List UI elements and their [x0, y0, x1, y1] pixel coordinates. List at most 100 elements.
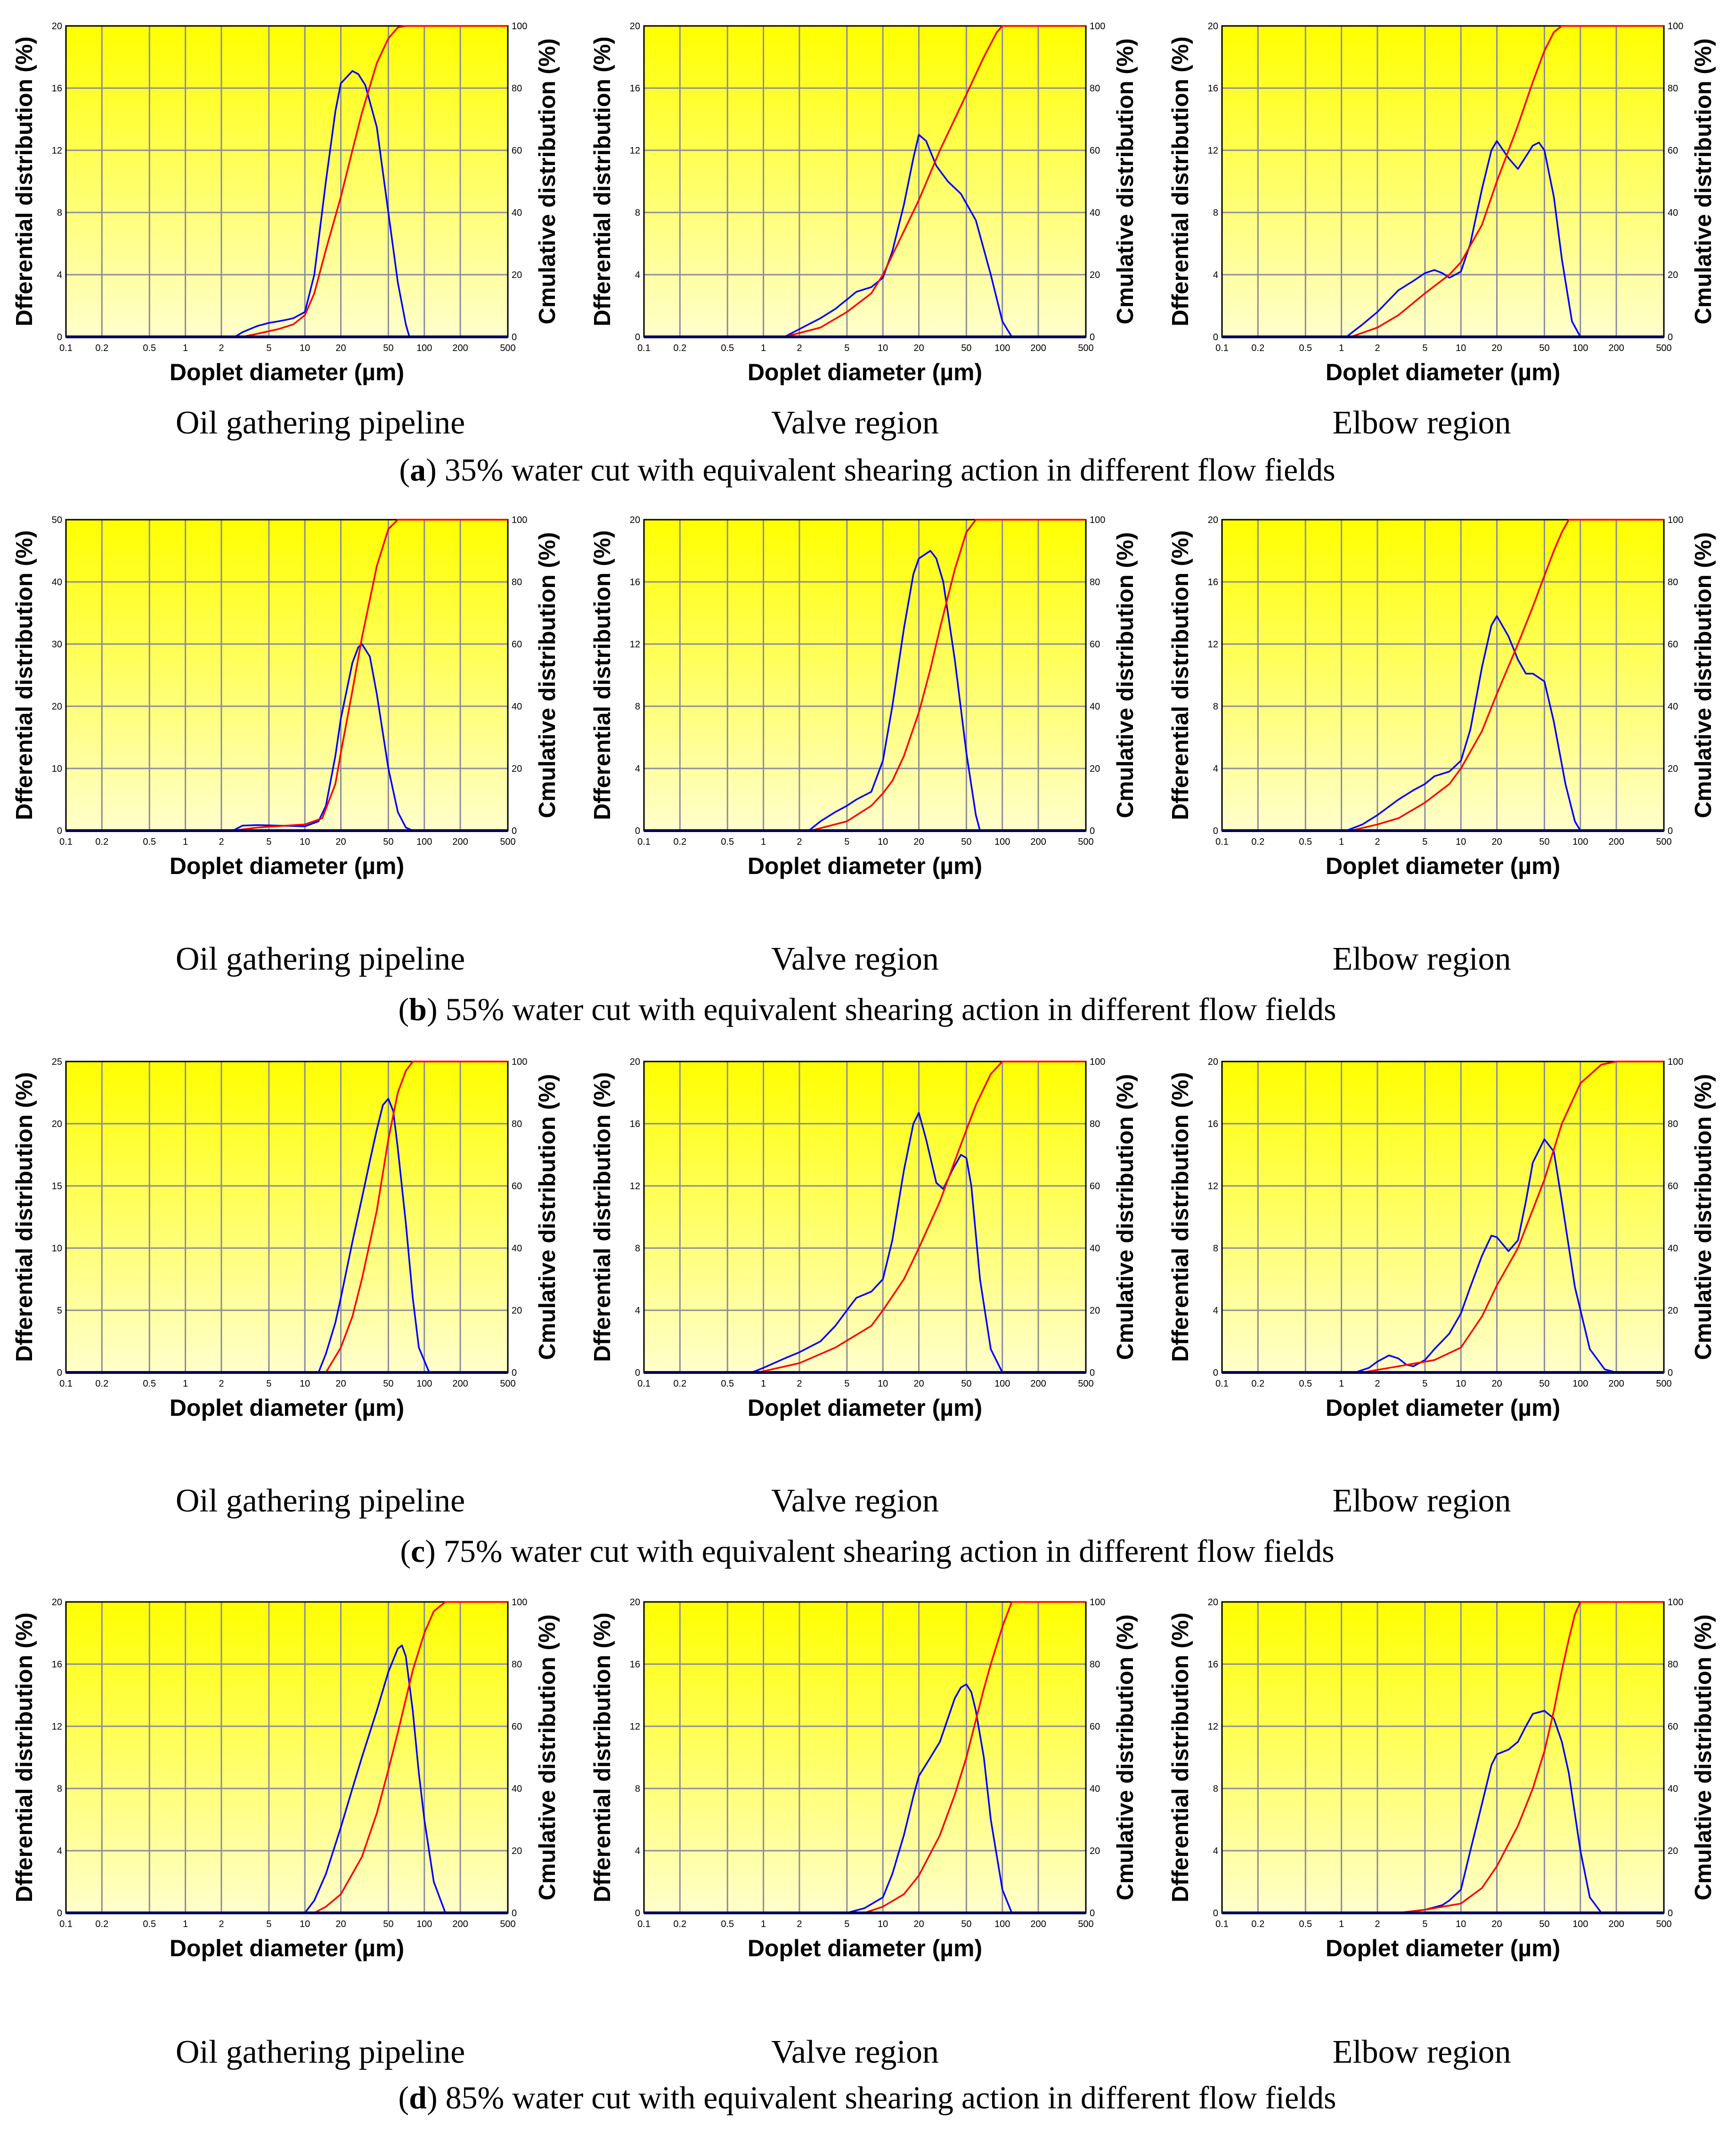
x-tick-label: 1 — [183, 1379, 188, 1389]
y-tick-label: 4 — [1213, 1306, 1218, 1316]
y2-tick-label: 60 — [1090, 1181, 1100, 1192]
y-tick-label: 8 — [1213, 1784, 1218, 1794]
y2-tick-label: 40 — [512, 702, 522, 712]
x-tick-label: 10 — [878, 343, 888, 353]
y2-tick-label: 60 — [1090, 146, 1100, 156]
x-tick-label: 50 — [961, 1919, 971, 1929]
y-axis-title: Dfferential distribution (%) — [12, 1612, 37, 1902]
caption-open-paren: ( — [399, 452, 410, 488]
chart-a-3: 0.1 0.2 0.5 1 2 5 10 20 50 100 200 5000481216200204… — [1168, 21, 1716, 385]
x-tick-label: 1 — [183, 343, 188, 353]
cumulative-distribution-line — [1222, 1061, 1664, 1373]
x-tick-label: 500 — [500, 343, 515, 353]
y2-tick-label: 0 — [512, 1908, 517, 1919]
y-tick-label: 0 — [635, 826, 640, 836]
y-tick-label: 20 — [52, 21, 62, 32]
y-tick-label: 20 — [52, 1597, 62, 1608]
x-tick-label: 50 — [1539, 837, 1549, 847]
y-tick-label: 8 — [635, 208, 640, 218]
x-tick-label: 500 — [1656, 1919, 1671, 1929]
y2-tick-label: 80 — [1090, 1659, 1100, 1670]
y2-tick-label: 40 — [1090, 1243, 1100, 1254]
y-tick-label: 0 — [635, 1908, 640, 1919]
chart-b-3: 0.1 0.2 0.5 1 2 5 10 20 50 100 200 5000481216200204… — [1168, 515, 1716, 879]
y2-tick-label: 100 — [1668, 21, 1683, 32]
caption-text: 75% water cut with equivalent shearing a… — [436, 1533, 1335, 1569]
y2-tick-label: 100 — [512, 515, 527, 525]
x-tick-label: 2 — [219, 343, 224, 353]
y-axis-title: Dfferential distribution (%) — [590, 1612, 615, 1902]
plot-area — [1222, 1602, 1664, 1913]
y2-axis-title: Cmulative distribution (%) — [535, 1614, 560, 1900]
x-tick-label: 500 — [1078, 1379, 1093, 1389]
y-tick-label: 4 — [635, 1306, 640, 1316]
y2-axis-title: Cmulative distribution (%) — [1691, 1074, 1716, 1360]
caption-close-paren: ) — [427, 991, 438, 1027]
y-tick-label: 0 — [1213, 332, 1218, 343]
y-tick-label: 16 — [52, 83, 62, 94]
x-tick-label: 0.2 — [95, 1379, 108, 1389]
x-tick-label: 0.5 — [143, 837, 156, 847]
x-tick-label: 1 — [183, 837, 188, 847]
y2-tick-label: 100 — [1668, 1057, 1683, 1067]
y-tick-label: 16 — [630, 577, 640, 588]
y2-tick-label: 80 — [1668, 1119, 1678, 1129]
y-tick-label: 0 — [57, 1908, 62, 1919]
x-tick-label: 100 — [416, 1379, 432, 1389]
y2-tick-label: 40 — [1668, 208, 1678, 218]
y-tick-label: 16 — [1208, 83, 1218, 94]
x-tick-label: 0.1 — [1215, 1919, 1229, 1929]
x-tick-label: 5 — [1422, 343, 1427, 353]
chart-d-2: 0.1 0.2 0.5 1 2 5 10 20 50 100 200 5000481216200204… — [590, 1597, 1138, 1961]
y-tick-label: 5 — [57, 1306, 62, 1316]
x-axis-title: Doplet diameter (µm) — [1326, 359, 1560, 385]
y-tick-label: 0 — [635, 1368, 640, 1378]
x-tick-label: 2 — [1375, 1919, 1380, 1929]
x-tick-label: 2 — [797, 343, 802, 353]
x-tick-label: 50 — [1539, 1379, 1549, 1389]
y2-axis-title: Cmulative distribution (%) — [1113, 532, 1138, 818]
x-tick-label: 10 — [878, 1379, 888, 1389]
y-tick-label: 4 — [1213, 1846, 1218, 1856]
y-tick-label: 4 — [635, 1846, 640, 1856]
y-tick-label: 15 — [52, 1181, 62, 1192]
panel-label: Valve region — [771, 405, 939, 441]
y-tick-label: 20 — [630, 1057, 640, 1067]
x-tick-label: 50 — [383, 343, 393, 353]
y-axis-title: Dfferential distribution (%) — [590, 36, 615, 326]
x-tick-label: 100 — [416, 343, 432, 353]
panel-label: Valve region — [771, 1483, 939, 1519]
x-tick-label: 100 — [994, 1919, 1010, 1929]
x-tick-label: 2 — [219, 1919, 224, 1929]
x-tick-label: 50 — [961, 1379, 971, 1389]
y-axis-title: Dfferential distribution (%) — [1168, 36, 1193, 326]
y-tick-label: 0 — [57, 332, 62, 343]
y-tick-label: 12 — [52, 1722, 62, 1732]
x-tick-label: 0.1 — [637, 1919, 651, 1929]
plot-area — [644, 1062, 1086, 1372]
y-tick-label: 8 — [635, 1784, 640, 1794]
x-tick-label: 200 — [1608, 1379, 1624, 1389]
x-tick-label: 1 — [761, 837, 766, 847]
y-tick-label: 4 — [1213, 764, 1218, 774]
y-tick-label: 8 — [1213, 1243, 1218, 1254]
x-tick-label: 1 — [761, 343, 766, 353]
x-tick-label: 2 — [797, 1919, 802, 1929]
y-tick-label: 4 — [1213, 270, 1218, 280]
x-tick-label: 5 — [266, 1379, 271, 1389]
caption-open-paren: ( — [400, 1533, 411, 1569]
y-tick-label: 16 — [630, 83, 640, 94]
x-axis-title: Doplet diameter (µm) — [170, 1935, 404, 1961]
x-axis-title: Doplet diameter (µm) — [748, 359, 982, 385]
x-tick-label: 500 — [1656, 343, 1671, 353]
figure-caption-b: (b) 55% water cut with equivalent sheari… — [399, 991, 1336, 1027]
y-tick-label: 12 — [1208, 1181, 1218, 1192]
caption-close-paren: ) — [426, 452, 437, 488]
x-tick-label: 10 — [1456, 837, 1466, 847]
chart-d-1: 0.1 0.2 0.5 1 2 5 10 20 50 100 200 5000481216200204… — [12, 1597, 560, 1961]
y2-tick-label: 80 — [1668, 577, 1678, 588]
x-tick-label: 20 — [1491, 1919, 1502, 1929]
y2-tick-label: 0 — [1090, 826, 1095, 836]
y-tick-label: 12 — [630, 146, 640, 156]
y2-tick-label: 40 — [1090, 702, 1100, 712]
